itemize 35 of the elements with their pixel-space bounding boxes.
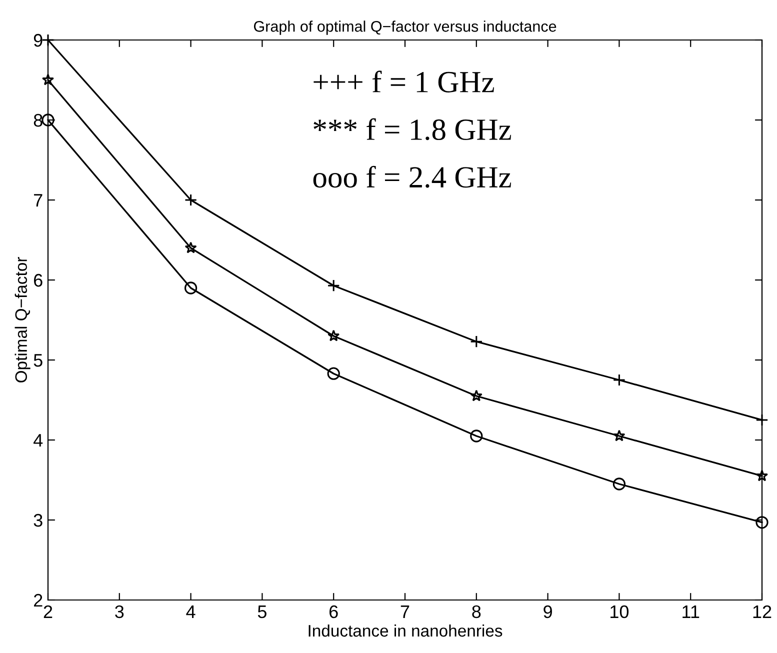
- point: [184, 242, 197, 254]
- x-tick-label: 2: [44, 605, 52, 618]
- x-tick-label: 5: [258, 606, 266, 618]
- y-tick-label: 7: [34, 194, 42, 207]
- point: [612, 478, 626, 490]
- x-tick-label: 3: [115, 605, 124, 618]
- x-tick-label: 11: [682, 606, 700, 618]
- y-tick-label: 8: [34, 114, 42, 127]
- x-tick-label: 8: [472, 605, 481, 618]
- x-tick-label: 6: [329, 605, 338, 618]
- y-tick-label: 2: [34, 594, 42, 607]
- y-tick-label: 9: [34, 34, 42, 47]
- annotation: +++ f = 1 GHz: [314, 70, 494, 92]
- y-tick-label: 5: [34, 354, 42, 367]
- point: [42, 74, 54, 86]
- point: [327, 367, 340, 380]
- point: [756, 470, 768, 482]
- y-tick-label: 4: [34, 434, 43, 447]
- point: [470, 390, 482, 402]
- x-tick-label: 9: [544, 605, 552, 618]
- x-tick-label: 10: [610, 605, 629, 618]
- y-tick-label: 6: [34, 274, 42, 287]
- annotation: ooo f = 2.4 GHz: [313, 166, 512, 188]
- point: [470, 430, 483, 442]
- point: [184, 282, 198, 294]
- point: [328, 330, 340, 342]
- annotation: *** f = 1.8 GHz: [314, 118, 512, 140]
- x-axis-title: Inductance in nanohenries: [308, 624, 502, 637]
- chart-title: Graph of optimal Q−factor versus inductance: [254, 20, 556, 35]
- x-tick-label: 12: [753, 605, 772, 618]
- x-tick-label: 4: [186, 606, 196, 618]
- point: [613, 430, 626, 442]
- y-tick-label: 3: [34, 514, 42, 527]
- x-tick-label: 7: [400, 606, 410, 618]
- y-axis-title: Optimal Q−factor: [14, 257, 30, 382]
